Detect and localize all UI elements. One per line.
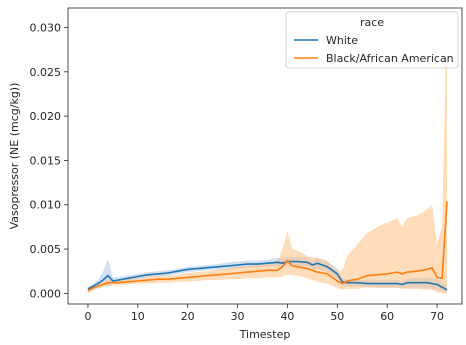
legend: race White Black/African American <box>285 11 459 69</box>
plot-frame <box>67 7 463 305</box>
x-axis-ticks: 0 10 20 30 40 50 60 70 <box>84 304 444 323</box>
x-tick-label: 40 <box>280 310 294 323</box>
y-tick-label: 0.020 <box>30 110 62 123</box>
x-axis-label: Timestep <box>239 328 291 341</box>
y-tick-label: 0.000 <box>30 287 62 300</box>
confidence-band-black-african-american <box>87 9 448 294</box>
series-line-black-african-american <box>87 201 448 292</box>
y-tick-label: 0.005 <box>30 243 62 256</box>
legend-label-black-african-american: Black/African American <box>326 52 454 65</box>
legend-title: race <box>360 16 384 29</box>
x-tick-label: 50 <box>330 310 344 323</box>
series-line-white <box>87 260 448 291</box>
series-lines <box>87 201 448 292</box>
x-tick-label: 60 <box>380 310 394 323</box>
x-tick-label: 20 <box>181 310 195 323</box>
x-tick-label: 70 <box>430 310 444 323</box>
x-tick-label: 10 <box>131 310 145 323</box>
y-axis-label: Vasopressor (NE (mcg/kg)) <box>8 83 21 230</box>
y-tick-label: 0.030 <box>30 21 62 34</box>
legend-box <box>285 11 459 69</box>
legend-label-white: White <box>326 34 358 47</box>
y-axis-ticks: 0.000 0.005 0.010 0.015 0.020 0.025 0.030 <box>30 21 68 300</box>
y-tick-label: 0.010 <box>30 199 62 212</box>
confidence-bands <box>87 9 448 294</box>
x-tick-label: 0 <box>84 310 91 323</box>
y-tick-label: 0.015 <box>30 154 62 167</box>
y-tick-label: 0.025 <box>30 66 62 79</box>
x-tick-label: 30 <box>231 310 245 323</box>
